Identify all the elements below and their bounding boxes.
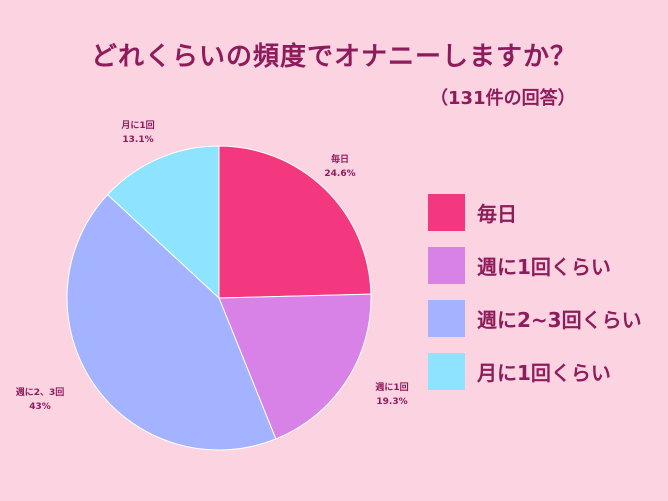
slice-value-daily: 24.6%	[324, 169, 355, 179]
legend-swatch-monthly	[428, 352, 465, 390]
pie-slice-monthly	[106, 145, 220, 300]
pie-slices	[66, 145, 372, 451]
slice-label-weekly-once: 週に1回	[375, 382, 408, 393]
legend-label-weekly-2-3: 週に2~3回くらい	[477, 307, 642, 332]
legend-swatch-weekly-once	[428, 246, 465, 284]
pie-slice-weekly-2-3	[66, 193, 277, 451]
pie-labels: 毎日 24.6% 週に1回 19.3% 週に2、3回 43% 月に1回 13.1%	[16, 120, 409, 412]
legend-item-monthly: 月に1回くらい	[428, 352, 642, 390]
slice-value-weekly-once: 19.3%	[376, 397, 407, 407]
legend-swatch-daily	[428, 193, 465, 231]
slice-label-daily: 毎日	[331, 153, 349, 165]
legend-label-monthly: 月に1回くらい	[477, 360, 611, 385]
pie-slice-weekly-once	[218, 293, 372, 440]
slice-value-monthly: 13.1%	[122, 135, 153, 145]
legend-label-weekly-once: 週に1回くらい	[477, 254, 611, 279]
chart-title: どれくらいの頻度でオナニーしますか？	[90, 42, 577, 72]
slice-label-weekly-2-3: 週に2、3回	[16, 387, 65, 398]
legend-swatch-weekly-2-3	[428, 299, 465, 337]
pie-slice-daily	[218, 145, 372, 299]
legend-item-weekly-once: 週に1回くらい	[428, 246, 642, 284]
legend: 毎日 週に1回くらい 週に2~3回くらい 月に1回くらい	[428, 193, 642, 405]
legend-item-daily: 毎日	[428, 193, 642, 231]
chart-subtitle: （131件の回答）	[430, 88, 576, 109]
slice-label-monthly: 月に1回	[120, 120, 154, 131]
legend-item-weekly-2-3: 週に2~3回くらい	[428, 299, 642, 337]
slice-value-weekly-2-3: 43%	[29, 402, 51, 412]
legend-label-daily: 毎日	[477, 201, 517, 226]
